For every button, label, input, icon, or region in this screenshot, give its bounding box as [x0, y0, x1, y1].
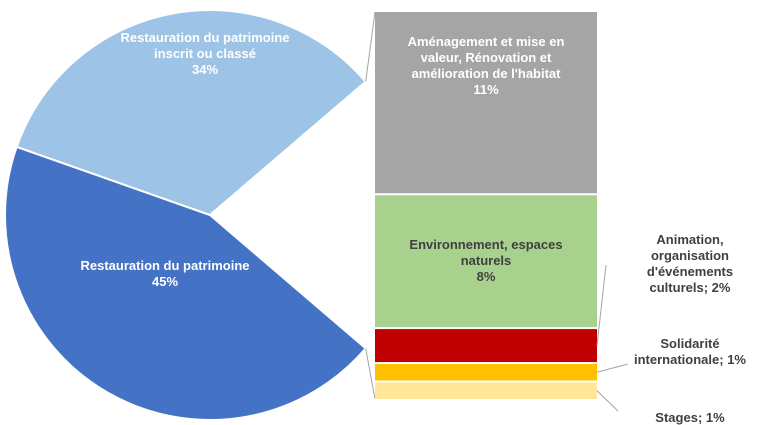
label-text: ;	[703, 280, 709, 295]
leader-line	[596, 264, 607, 346]
bar-segment	[375, 195, 597, 328]
leader-line	[596, 363, 629, 373]
label-text: Stages	[655, 410, 698, 425]
label-text: 8%	[476, 269, 496, 285]
label-text: Environnement, espaces naturels	[409, 237, 563, 269]
label-text: Aménagement et mise en valeur, Rénovatio…	[407, 34, 565, 81]
bar-label: Aménagement et mise en valeur, Rénovatio…	[395, 34, 577, 98]
bar-segment	[375, 329, 597, 363]
pie-slice	[4, 145, 368, 421]
connector-line	[365, 348, 376, 400]
label-text: ;	[697, 410, 703, 425]
pie-label: Restauration du patrimoine inscrit ou cl…	[105, 30, 305, 78]
bar-label: Stages; 1%	[620, 410, 760, 425]
bar-segment	[375, 382, 597, 399]
label-text: Restauration du patrimoine	[80, 258, 250, 273]
bar-segment	[375, 12, 597, 194]
label-text: 11%	[473, 82, 499, 97]
bar-segment	[375, 364, 597, 381]
label-text: Solidarité internationale	[633, 336, 720, 367]
bar-label: Environnement, espaces naturels 8%	[395, 237, 577, 285]
pie-slice	[15, 9, 368, 217]
label-text: 45%	[151, 274, 179, 289]
bar-label: Solidarité internationale; 1%	[615, 336, 765, 368]
label-text: Animation, organisation d'événements cul…	[646, 232, 734, 295]
label-text: Restauration du patrimoine inscrit ou cl…	[120, 30, 290, 61]
bar-label: Animation, organisation d'événements cul…	[620, 232, 760, 296]
label-text: 1%	[727, 352, 746, 367]
connector-line	[365, 11, 376, 82]
label-text: 34%	[191, 62, 219, 77]
label-text: ;	[719, 352, 724, 367]
label-text: 2%	[711, 280, 731, 295]
pie-label: Restauration du patrimoine 45%	[70, 258, 260, 290]
label-text: 1%	[705, 410, 725, 425]
leader-line	[596, 390, 619, 412]
